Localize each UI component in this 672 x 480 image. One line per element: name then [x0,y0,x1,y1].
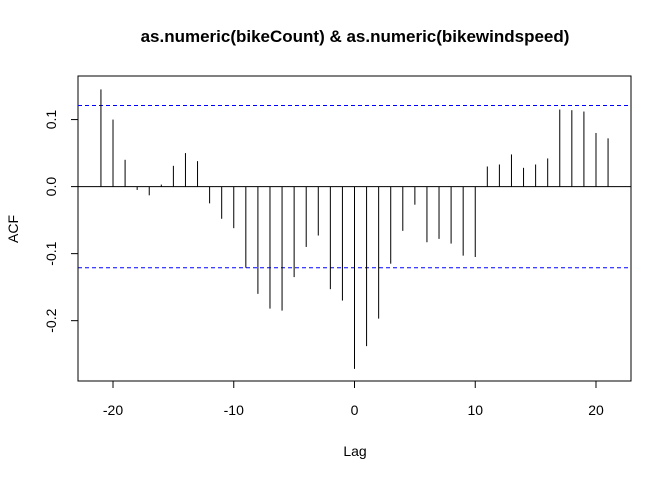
y-tick-label: 0.0 [43,177,59,197]
x-tick-label: 10 [467,402,483,418]
y-tick-label: -0.1 [43,241,59,265]
x-tick-label: 20 [588,402,604,418]
chart-title: as.numeric(bikeCount) & as.numeric(bikew… [141,27,570,46]
x-tick-label: 0 [351,402,359,418]
x-axis-label: Lag [343,443,366,459]
y-tick-label: 0.1 [43,110,59,130]
x-tick-label: -20 [103,402,123,418]
y-axis-label: ACF [5,215,21,243]
y-tick-label: -0.2 [43,308,59,332]
x-tick-label: -10 [224,402,244,418]
